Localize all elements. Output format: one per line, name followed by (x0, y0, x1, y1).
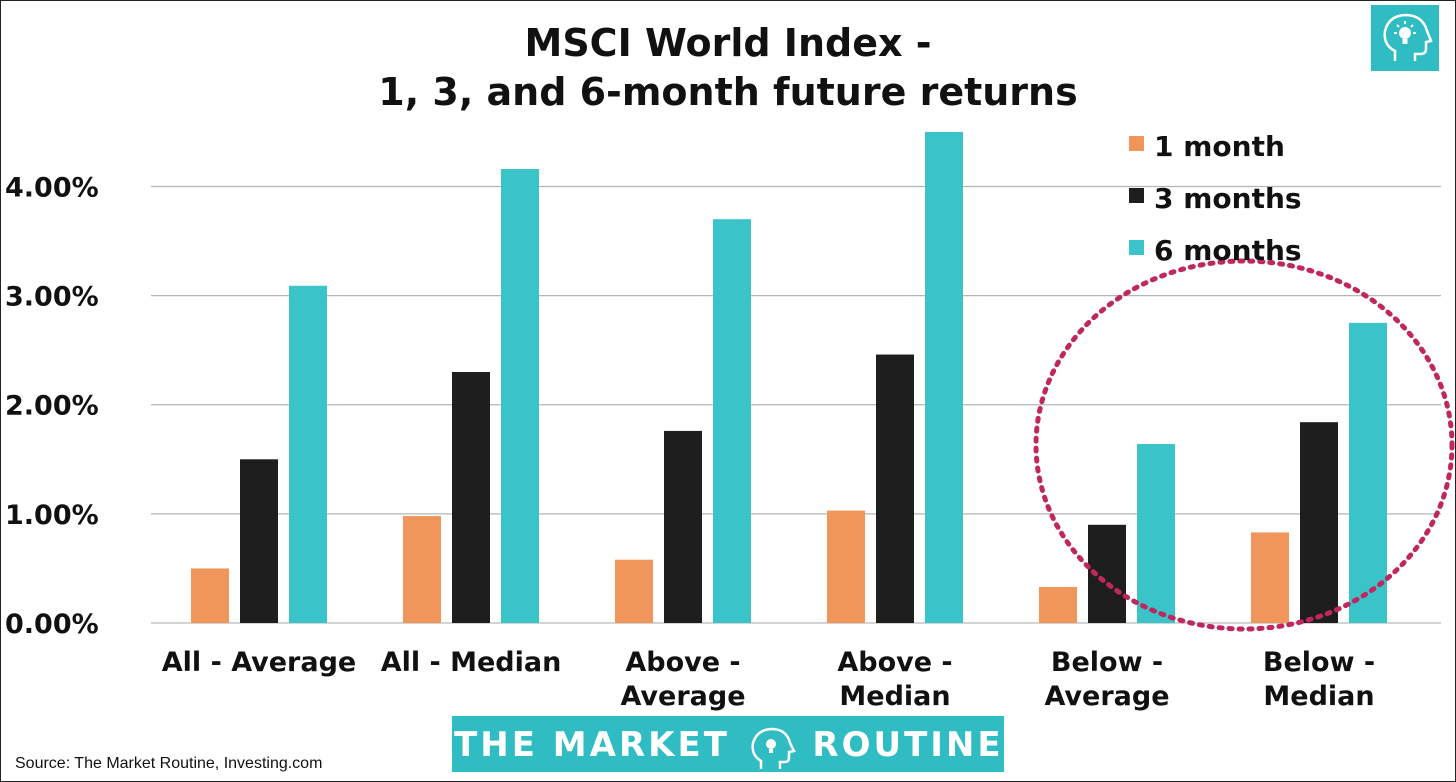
x-category-label: Below - (1263, 647, 1375, 678)
x-category-label: Median (839, 681, 950, 712)
bar (925, 131, 963, 624)
y-tick-label: 0.00% (5, 609, 99, 640)
legend-swatch (1129, 188, 1144, 203)
bar (713, 219, 751, 623)
bars (191, 131, 1387, 624)
x-axis-categories: All - Average All - Median Above -AverageA… (162, 647, 1375, 712)
bar (1300, 422, 1338, 623)
x-category-label: Average (1044, 681, 1169, 712)
bar (615, 559, 653, 623)
y-tick-label: 3.00% (5, 282, 99, 313)
x-category-label: Average (620, 681, 745, 712)
chart-title-line-1: MSCI World Index - (525, 21, 932, 65)
brand-banner: THE MARKET ROUTINE (452, 716, 1004, 772)
legend-swatch (1129, 136, 1144, 151)
x-category-label: All - Average (162, 647, 356, 678)
source-note: Source: The Market Routine, Investing.co… (15, 755, 322, 772)
legend-label: 3 months (1154, 182, 1302, 215)
banner-text-left: THE MARKET (454, 725, 730, 765)
bar (1251, 532, 1289, 623)
bar (827, 510, 865, 623)
bar (876, 354, 914, 623)
legend-label: 6 months (1154, 234, 1302, 267)
y-tick-label: 2.00% (5, 391, 99, 422)
brain-lightbulb-icon (1371, 5, 1439, 71)
x-category-label: All - Median (381, 647, 562, 678)
bar (1137, 444, 1175, 623)
banner-text-right: ROUTINE (812, 725, 1003, 765)
bar (501, 169, 539, 623)
bar (289, 285, 327, 623)
bar (1039, 586, 1077, 623)
banner-lightbulb-icon (751, 727, 796, 769)
legend-label: 1 month (1154, 130, 1285, 163)
y-axis-ticks: 0.00% 1.00% 2.00% 3.00% 4.00% (5, 172, 99, 640)
gridlines (151, 185, 1441, 624)
bar (452, 372, 490, 623)
x-category-label: Below - (1051, 647, 1163, 678)
y-tick-label: 4.00% (5, 172, 99, 203)
x-category-label: Above - (625, 647, 740, 678)
bar (664, 430, 702, 623)
highlight-ellipse (1033, 258, 1455, 632)
x-category-label: Above - (837, 647, 952, 678)
bar (1349, 322, 1387, 623)
x-category-label: Median (1263, 681, 1374, 712)
y-tick-label: 1.00% (5, 500, 99, 531)
legend-swatch (1129, 240, 1144, 255)
legend: 1 month 3 months 6 months (1129, 130, 1302, 267)
bar (191, 568, 229, 623)
bar (240, 459, 278, 623)
bar (403, 516, 441, 623)
chart-title-line-2: 1, 3, and 6-month future returns (378, 70, 1077, 114)
